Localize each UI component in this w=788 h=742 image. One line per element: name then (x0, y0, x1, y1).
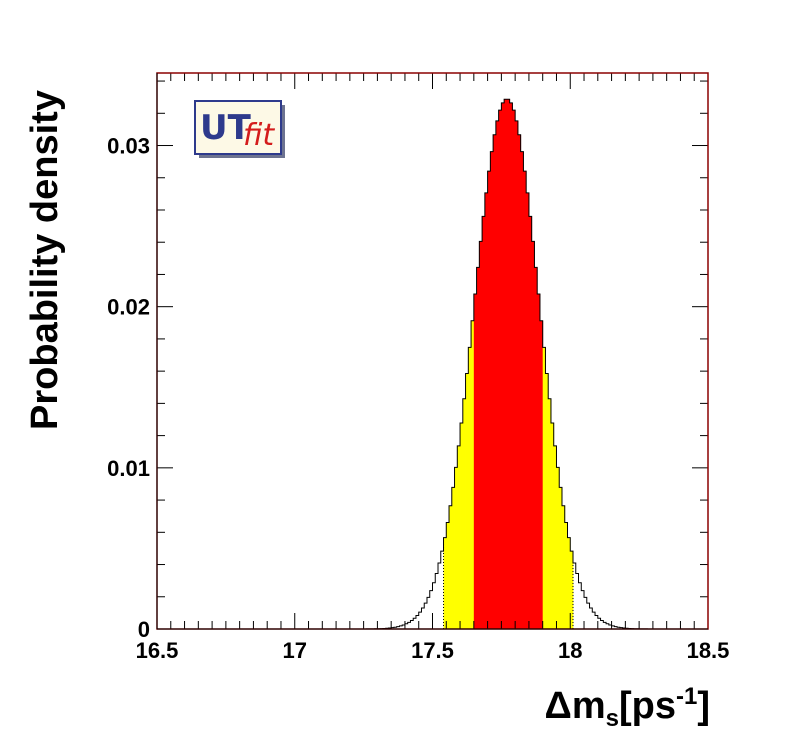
band-bin (493, 134, 497, 629)
x-tick-label: 18.5 (687, 638, 730, 663)
band-bin (545, 373, 549, 629)
band-bin (523, 171, 527, 629)
x-axis-title: Δms[ps-1] (545, 683, 710, 732)
band-bin (449, 505, 453, 629)
band-bin (542, 347, 546, 629)
band-bin (567, 537, 571, 629)
band-bin (531, 241, 535, 629)
y-tick-label: 0 (138, 617, 150, 642)
band-bin (515, 120, 519, 630)
band-bin (526, 192, 530, 629)
y-axis-title: Probability density (24, 90, 66, 430)
x-axis-title-close: ] (697, 685, 710, 727)
band-bin (465, 373, 469, 629)
band-bin (534, 267, 538, 629)
band-bin (484, 192, 488, 629)
band-bin (539, 320, 544, 629)
x-axis-title-main: Δm (545, 685, 606, 727)
x-axis-title-sup: -1 (676, 683, 697, 710)
band-bin (550, 422, 555, 629)
utfit-logo: UT fit (194, 100, 285, 158)
band-bin (490, 151, 494, 629)
band-bin (517, 134, 522, 629)
band-bin (498, 110, 502, 629)
band-bin (512, 110, 516, 629)
band-bin (501, 102, 505, 629)
band-bin (520, 151, 524, 629)
y-tick-label: 0.03 (107, 134, 150, 159)
x-axis-title-unit: [ps (619, 685, 676, 727)
band-bin (482, 216, 486, 630)
band-bin (473, 294, 477, 629)
band-bin (462, 398, 466, 629)
band-bin (509, 102, 513, 629)
band-bin (443, 537, 447, 629)
band-bin (471, 320, 475, 629)
band-bin (561, 505, 566, 629)
logo-text-ut: UT (200, 108, 252, 148)
x-tick-label: 17 (283, 638, 307, 663)
x-tick-label: 16.5 (136, 638, 179, 663)
band-bin (479, 241, 483, 629)
logo-text-fit: fit (243, 118, 275, 153)
y-tick-label: 0.02 (107, 295, 150, 320)
band-bin (559, 487, 563, 629)
x-tick-label: 18 (558, 638, 582, 663)
band-bin (548, 398, 552, 629)
band-bin (451, 487, 455, 629)
x-tick-label: 17.5 (411, 638, 454, 663)
band-bin (570, 551, 574, 629)
band-bin (457, 445, 461, 629)
band-bin (446, 522, 450, 629)
band-bin (537, 294, 541, 629)
x-axis-title-sub: s (606, 705, 619, 732)
band-bin (504, 99, 508, 630)
band-bin (556, 467, 560, 629)
band-bin (460, 422, 464, 629)
band-bin (564, 522, 568, 629)
x-tick-labels: 16.5 17 17.5 18 18.5 (136, 638, 730, 663)
band-bin (468, 347, 472, 629)
y-tick-label: 0.01 (107, 456, 150, 481)
confidence-bands (443, 99, 574, 630)
band-bin (476, 267, 480, 629)
band-bin (553, 445, 557, 629)
plot-area (157, 73, 708, 629)
band-bin (495, 120, 500, 630)
band-bin (528, 216, 533, 630)
band-bin (454, 467, 458, 629)
y-tick-labels: 0 0.01 0.02 0.03 (107, 134, 150, 642)
band-bin (487, 171, 491, 629)
band-edges (443, 544, 574, 629)
band-bin (506, 99, 511, 630)
